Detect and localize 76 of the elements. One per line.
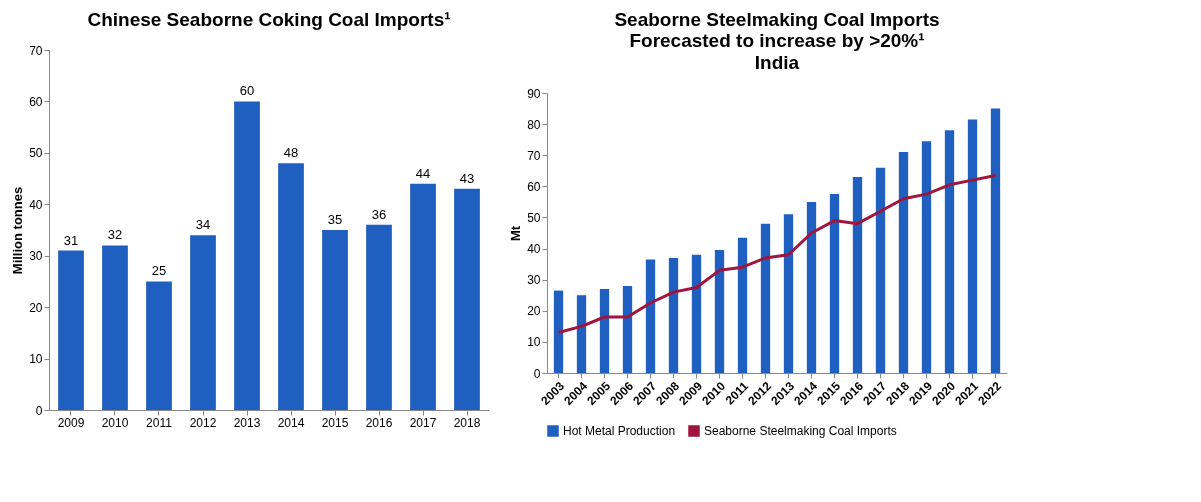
bar [875,167,886,373]
y-tick-label: 0 [533,366,541,381]
x-tick-label: 2009 [57,415,85,430]
data-label: 43 [459,170,475,186]
x-tick-label: 2018 [453,415,481,430]
bar [783,214,794,373]
bar [576,295,587,373]
x-tick-label: 2011 [146,415,173,430]
y-tick-label: 80 [527,117,541,132]
bar [990,108,1001,373]
data-label: 34 [195,217,211,233]
y-axis-title: Mt [508,225,524,242]
bar [852,177,863,373]
x-tick-label: 2010 [101,415,129,430]
y-tick-label: 50 [29,146,43,161]
bar [190,235,216,410]
data-label: 60 [239,83,255,99]
bar [322,230,348,410]
y-tick-label: 10 [527,335,541,350]
bar [454,188,480,410]
y-tick-label: 10 [29,352,43,367]
y-tick-label: 60 [29,94,43,109]
bar [410,183,436,410]
bar [760,223,771,373]
y-tick-label: 50 [527,210,541,225]
x-tick-label: 2014 [277,415,305,430]
x-tick-label: 2013 [233,415,261,430]
chart-subtitle: India [754,52,800,73]
x-tick-label: 2015 [321,415,349,430]
chart-title: Chinese Seaborne Coking Coal Imports¹ [87,9,451,30]
legend-label: Hot Metal Production [563,424,676,438]
y-tick-label: 40 [527,242,541,257]
y-tick-label: 20 [527,304,541,319]
bar [691,254,702,373]
x-tick-label: 2016 [365,415,393,430]
bar [645,259,656,373]
bar [102,245,128,410]
bar [553,290,564,373]
bar [944,130,955,373]
bar [714,250,725,373]
x-tick-label: 2017 [409,415,437,430]
data-label: 32 [107,227,123,243]
line-series [557,173,997,335]
x-tick-label: 2012 [189,415,217,430]
y-tick-label: 90 [527,86,541,101]
data-label: 31 [63,232,79,248]
bar [898,152,909,373]
y-tick-label: 0 [35,403,43,418]
bar [921,141,932,373]
y-tick-label: 40 [29,197,43,212]
data-label: 36 [371,206,387,222]
bar [622,285,633,373]
bar [366,224,392,410]
bar [737,237,748,373]
y-tick-label: 30 [29,249,43,264]
y-tick-label: 70 [527,148,541,163]
bar [146,281,172,410]
bar [967,119,978,373]
bar [278,163,304,410]
data-label: 44 [415,165,431,181]
bar [668,257,679,373]
bar [58,250,84,410]
legend-label: Seaborne Steelmaking Coal Imports [704,424,897,438]
chart-title: Seaborne Steelmaking Coal Imports Forecasted to increase by >20%¹ [614,9,940,51]
data-label: 48 [283,145,299,161]
y-tick-label: 60 [527,179,541,194]
data-label: 25 [151,263,167,279]
y-tick-label: 20 [29,300,43,315]
bar [806,201,817,373]
bar [829,194,840,373]
bar [234,101,260,410]
y-tick-label: 70 [29,43,43,58]
y-axis-title: Million tonnes [10,186,26,275]
bar [599,289,610,373]
data-label: 35 [327,212,343,227]
y-tick-label: 30 [527,273,541,288]
